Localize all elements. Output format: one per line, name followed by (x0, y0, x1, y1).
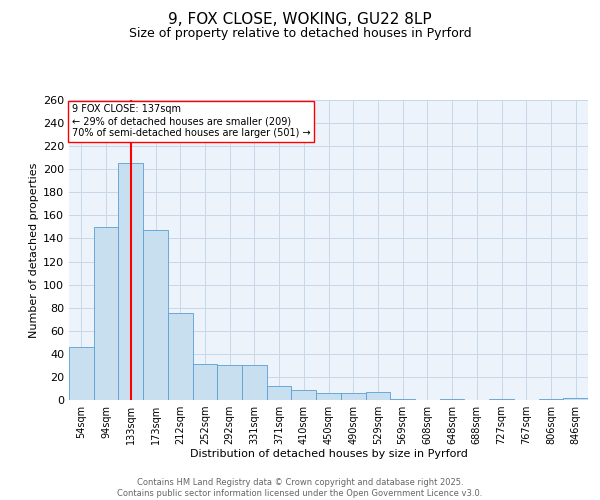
Text: Size of property relative to detached houses in Pyrford: Size of property relative to detached ho… (128, 28, 472, 40)
Bar (118, 164, 143, 400)
Bar (217, 366, 242, 400)
Bar (69, 347, 94, 400)
Bar (489, 399, 514, 400)
Text: Contains HM Land Registry data © Crown copyright and database right 2025.
Contai: Contains HM Land Registry data © Crown c… (118, 478, 482, 498)
Bar (143, 230, 168, 400)
Bar (168, 314, 193, 400)
Bar (365, 392, 390, 400)
Bar (390, 399, 415, 400)
Bar (292, 390, 316, 400)
Bar (193, 364, 217, 400)
Text: 9 FOX CLOSE: 137sqm
← 29% of detached houses are smaller (209)
70% of semi-detac: 9 FOX CLOSE: 137sqm ← 29% of detached ho… (71, 104, 310, 138)
Bar (94, 227, 118, 400)
Bar (440, 399, 464, 400)
X-axis label: Distribution of detached houses by size in Pyrford: Distribution of detached houses by size … (190, 448, 467, 458)
Bar (539, 399, 563, 400)
Bar (267, 386, 292, 400)
Bar (341, 393, 365, 400)
Bar (563, 398, 588, 400)
Bar (242, 366, 267, 400)
Y-axis label: Number of detached properties: Number of detached properties (29, 162, 39, 338)
Bar (316, 393, 341, 400)
Text: 9, FOX CLOSE, WOKING, GU22 8LP: 9, FOX CLOSE, WOKING, GU22 8LP (168, 12, 432, 28)
